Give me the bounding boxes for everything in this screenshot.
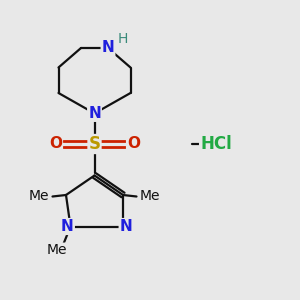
Text: N: N [102,40,114,56]
Text: HCl: HCl [200,135,232,153]
Text: O: O [127,136,140,152]
Text: N: N [61,219,74,234]
Text: S: S [88,135,101,153]
Text: O: O [49,136,62,152]
Text: H: H [117,32,128,46]
Text: N: N [88,106,101,121]
Text: Me: Me [29,190,49,203]
Text: N: N [120,219,132,234]
Text: Me: Me [47,244,67,257]
Text: Me: Me [140,190,160,203]
